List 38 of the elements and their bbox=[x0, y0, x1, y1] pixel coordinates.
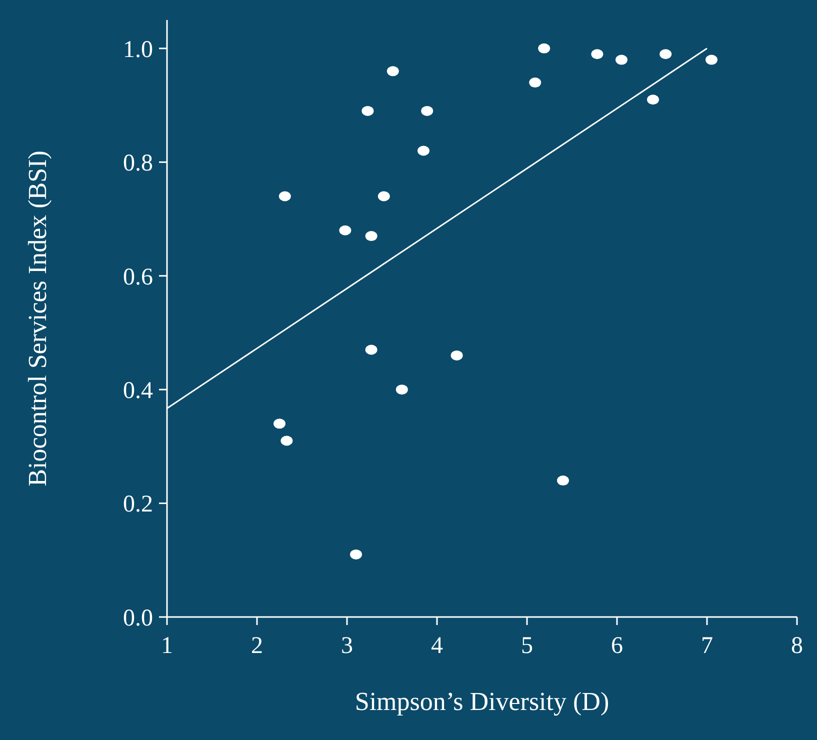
point bbox=[591, 49, 604, 60]
point bbox=[647, 94, 659, 105]
point bbox=[421, 106, 434, 116]
point bbox=[660, 49, 672, 60]
point bbox=[274, 418, 286, 429]
x-tick-label: 5 bbox=[521, 633, 533, 659]
point bbox=[706, 54, 718, 65]
x-tick-label: 7 bbox=[701, 633, 713, 659]
x-tick-label: 3 bbox=[341, 633, 353, 659]
y-tick-label: 0.0 bbox=[123, 605, 153, 632]
point bbox=[616, 54, 628, 65]
point bbox=[362, 106, 374, 116]
point bbox=[350, 549, 362, 560]
x-tick-label: 6 bbox=[611, 633, 623, 659]
x-tick-label: 2 bbox=[251, 633, 263, 659]
point bbox=[278, 191, 291, 202]
point bbox=[450, 350, 463, 360]
x-tick-label: 4 bbox=[431, 633, 443, 659]
point bbox=[396, 384, 408, 395]
y-axis-title: Biocontrol Services Index (BSI) bbox=[23, 150, 52, 486]
point bbox=[365, 231, 378, 242]
y-tick-label: 0.2 bbox=[123, 492, 153, 518]
y-tick-label: 0.6 bbox=[123, 264, 153, 290]
y-tick-label: 0.8 bbox=[123, 150, 153, 177]
y-tick-label: 0.4 bbox=[123, 378, 153, 404]
y-tick-label: 1.0 bbox=[123, 36, 153, 63]
x-tick-label: 8 bbox=[791, 633, 803, 659]
x-tick-label: 1 bbox=[161, 633, 173, 659]
point bbox=[339, 225, 352, 236]
point bbox=[538, 43, 550, 54]
x-axis-title: Simpson’s Diversity (D) bbox=[354, 687, 610, 716]
point bbox=[557, 476, 569, 486]
point bbox=[365, 344, 378, 355]
point bbox=[280, 436, 293, 446]
point bbox=[529, 78, 542, 88]
point bbox=[418, 146, 430, 156]
point bbox=[378, 191, 390, 202]
point bbox=[386, 66, 399, 76]
